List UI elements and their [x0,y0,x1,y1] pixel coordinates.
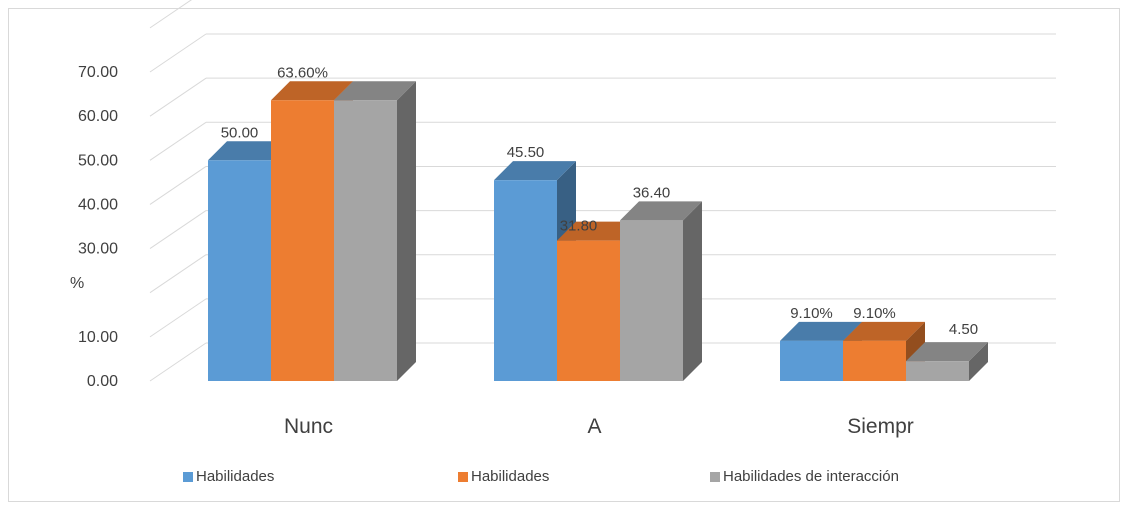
legend-item-1: Habilidades [183,468,274,485]
side-gridline [149,121,207,161]
y-tick-label: 0.00 [87,373,118,390]
y-tick-label: 70.00 [78,64,118,81]
legend-swatch-1 [183,471,193,482]
y-tick-label: 10.00 [78,329,118,346]
y-axis-label: % [70,275,84,292]
bar [620,220,683,381]
bar-side [969,342,988,381]
y-tick-label: 40.00 [78,196,118,213]
data-label: 31.80 [560,218,598,235]
side-gridline [149,210,207,249]
data-label: 45.50 [507,144,545,161]
bar-top [334,81,416,101]
legend-item-2: Habilidades [458,468,549,485]
side-gridline [149,342,207,382]
y-tick-label: 60.00 [78,108,118,125]
bar [906,361,969,381]
side-gridline [149,77,207,117]
data-label: 9.10% [790,305,833,322]
x-tick-label: Siempr [847,415,914,438]
bar-top [906,342,988,362]
bar-side [397,81,416,382]
bar-top [557,221,639,241]
legend-label-2: Habilidades [471,468,550,485]
side-gridline [149,33,207,73]
bar-side [683,201,702,381]
legend-item-3: Habilidades de interacción [710,468,899,485]
data-label: 50.00 [221,124,259,141]
bar [334,100,397,382]
data-label: 4.50 [949,321,978,338]
y-tick-label: 30.00 [78,241,118,258]
bar [494,180,557,381]
legend-swatch-3 [710,471,720,482]
bar [271,100,334,382]
data-label: 63.60% [277,64,328,81]
bar-top [780,321,862,341]
bar-top [271,81,353,101]
legend-label-3: Habilidades de interacción [723,468,899,485]
bar [843,340,906,381]
y-tick-label: 50.00 [78,152,118,169]
data-label: 36.40 [633,184,671,201]
bar [208,160,271,381]
legend: Habilidades Habilidades Habilidades de i… [0,468,1130,492]
side-gridline [149,298,207,338]
legend-label-1: Habilidades [196,468,275,485]
side-gridline [149,166,207,205]
bar-top [843,321,925,341]
legend-swatch-2 [458,471,468,482]
bar-top [208,141,290,161]
bar [557,240,620,381]
bar [780,340,843,381]
x-tick-label: Nunc [284,415,333,438]
side-gridline [149,0,192,29]
chart-area [8,8,1120,502]
side-gridline [149,254,207,294]
bar-top [620,201,702,221]
data-label: 9.10% [853,305,896,322]
bar-top [494,161,576,181]
x-tick-label: A [587,415,601,438]
